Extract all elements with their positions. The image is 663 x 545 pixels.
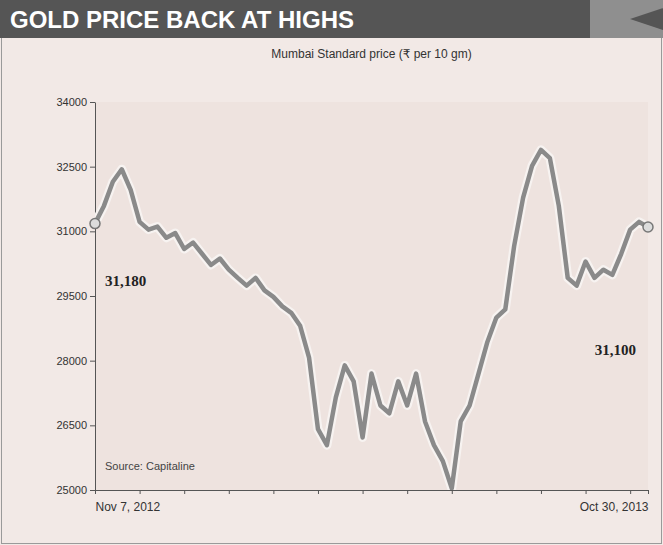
y-tick-mark	[90, 102, 95, 103]
price-line	[95, 150, 648, 488]
x-tick-label: Nov 7, 2012	[96, 500, 161, 514]
x-tick-mark	[229, 490, 230, 494]
x-tick	[496, 490, 497, 494]
x-tick	[229, 490, 230, 494]
y-tick: 31000	[56, 225, 95, 237]
price-line-halo	[95, 150, 648, 488]
y-tick-label: 31000	[56, 225, 87, 237]
background	[0, 0, 663, 545]
y-tick: 32500	[56, 161, 95, 173]
y-tick-mark	[90, 167, 95, 168]
y-tick-label: 28000	[56, 355, 87, 367]
x-tick-mark	[95, 490, 96, 494]
y-tick-label: 25000	[56, 484, 87, 496]
y-tick-label: 32500	[56, 161, 87, 173]
x-tick-mark	[273, 490, 274, 494]
title-banner-tab	[590, 0, 663, 38]
source: Source: Capitaline	[105, 460, 195, 472]
x-tick-mark	[140, 490, 141, 494]
x-tick-mark	[184, 490, 185, 494]
x-tick-mark	[363, 490, 364, 494]
x-tick	[363, 490, 364, 494]
x-tick	[541, 490, 542, 494]
frame	[2, 2, 662, 544]
x-tick-mark	[496, 490, 497, 494]
title-banner	[0, 0, 663, 38]
x-tick	[630, 490, 631, 494]
y-tick: 28000	[56, 355, 95, 367]
data-label: 31,100	[595, 342, 636, 358]
x-tick	[273, 490, 274, 494]
y-tick-mark	[90, 425, 95, 426]
y-tick: 34000	[56, 96, 95, 108]
end-marker	[90, 219, 100, 229]
x-axis-line	[96, 490, 649, 491]
x-tick-mark	[630, 490, 631, 494]
data-labels: 31,180 31,100	[90, 219, 653, 358]
x-tick-mark	[407, 490, 408, 494]
y-tick-mark	[90, 490, 95, 491]
data-label: 31,180	[105, 273, 146, 289]
subtitle: Mumbai Standard price (₹ per 10 gm)	[271, 47, 471, 61]
x-tick	[407, 490, 408, 494]
x-tick-mark	[541, 490, 542, 494]
x-axis: Nov 7, 2012 Oct 30, 2013	[96, 490, 649, 514]
y-axis-line	[95, 103, 96, 491]
plot-area	[95, 102, 648, 490]
data-group	[95, 150, 648, 488]
y-axis: 25000 26500 28000 29500 31000 32500 34000	[56, 96, 95, 496]
x-tick	[452, 490, 453, 494]
title: GOLD PRICE BACK AT HIGHS	[10, 6, 354, 33]
y-tick: 29500	[56, 290, 95, 302]
x-tick: Oct 30, 2013	[580, 490, 649, 514]
y-tick: 25000	[56, 484, 95, 496]
y-tick-label: 29500	[56, 290, 87, 302]
x-tick	[586, 490, 587, 494]
x-tick: Nov 7, 2012	[96, 490, 161, 514]
x-tick-mark	[452, 490, 453, 494]
x-tick	[140, 490, 141, 494]
end-marker	[643, 222, 653, 232]
y-tick-label: 26500	[56, 419, 87, 431]
y-tick-label: 34000	[56, 96, 87, 108]
x-tick	[184, 490, 185, 494]
y-tick-mark	[90, 361, 95, 362]
y-tick: 26500	[56, 419, 95, 431]
chart: GOLD PRICE BACK AT HIGHS Mumbai Standard …	[0, 0, 663, 545]
x-tick-mark	[586, 490, 587, 494]
x-tick	[318, 490, 319, 494]
x-tick-mark	[648, 490, 649, 494]
y-tick-mark	[90, 231, 95, 232]
x-tick-mark	[318, 490, 319, 494]
y-tick-mark	[90, 296, 95, 297]
x-tick-label: Oct 30, 2013	[580, 500, 649, 514]
